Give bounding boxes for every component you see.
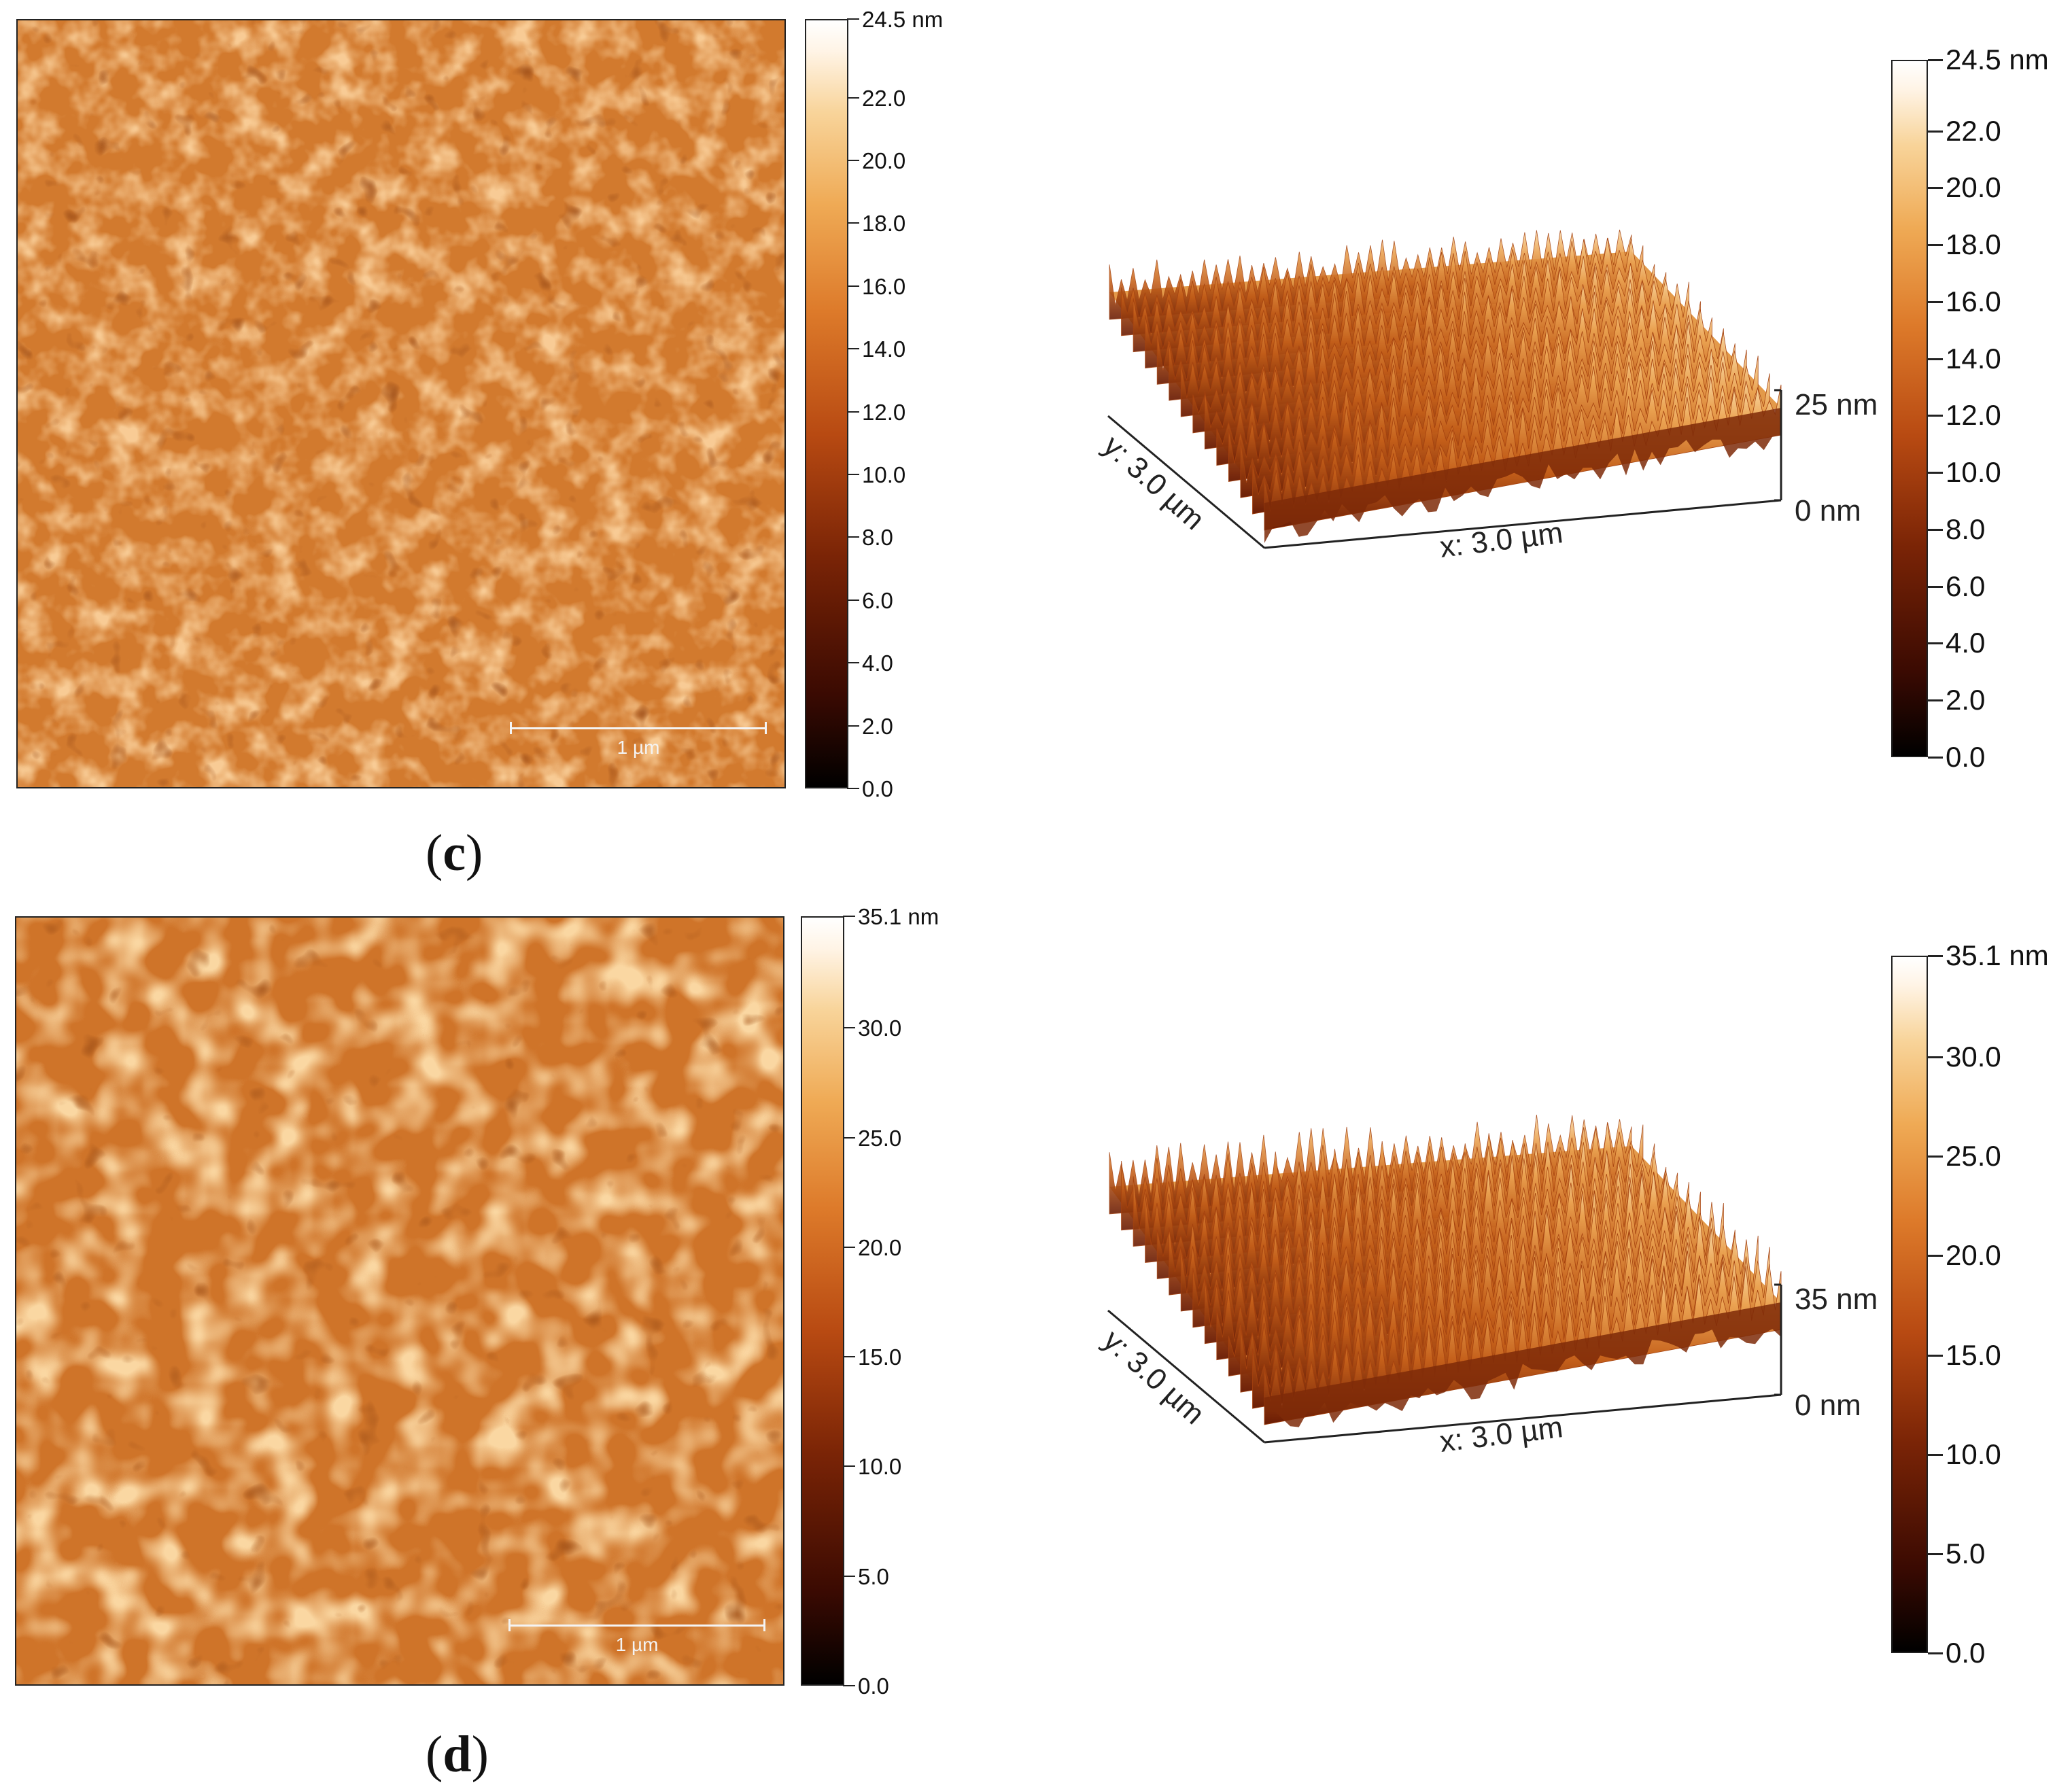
colorbar-tick-label: 22.0 <box>862 85 906 111</box>
x-axis-line <box>1264 1393 1782 1444</box>
colorbar-tick-label: 22.0 <box>1946 114 2001 147</box>
colorbar-tick-label: 12.0 <box>1946 399 2001 432</box>
colorbar-tick-label: 16.0 <box>862 273 906 299</box>
colorbar-tick-label: 4.0 <box>1946 627 1986 659</box>
colorbar-tick-label: 10.0 <box>1946 1438 2001 1470</box>
surface-3d-view: 35 nm 0 nm x: 3.0 µm y: 3.0 µm <box>1097 1114 1878 1493</box>
scale-bar: 1 µm <box>508 1619 765 1668</box>
colorbar-tick-label: 10.0 <box>1946 456 2001 489</box>
colorbar-tick-label: 18.0 <box>1946 228 2001 261</box>
z-top-label: 35 nm <box>1795 1283 1878 1316</box>
colorbar-tick-label: 6.0 <box>1946 570 1986 602</box>
colorbar-2d <box>805 19 848 788</box>
colorbar-tick-label: 20.0 <box>862 147 906 173</box>
y-axis-label: y: 3.0 µm <box>1097 1323 1211 1431</box>
afm-height-map: 1 µm <box>15 916 784 1686</box>
colorbar-2d-ticks: 35.1 nm 30.0 25.0 20.0 15.0 10.0 5.0 0.0 <box>843 904 979 1699</box>
x-axis-label: x: 3.0 µm <box>1438 516 1564 564</box>
panel-c: 1 µm 24.5 nm 22.0 20.0 18.0 16.0 14.0 12.0 10.0… <box>0 0 2072 894</box>
colorbar-tick-label: 2.0 <box>862 713 893 739</box>
colorbar-tick-label: 15.0 <box>1946 1338 2001 1371</box>
surface-3d-view: 25 nm 0 nm x: 3.0 µm y: 3.0 µm <box>1097 229 1878 598</box>
colorbar-tick-label: 15.0 <box>858 1344 902 1370</box>
colorbar-tick-label: 35.1 nm <box>1946 939 2049 971</box>
colorbar-tick-label: 16.0 <box>1946 285 2001 317</box>
surface-peaks <box>1109 1114 1782 1427</box>
z-bottom-label: 0 nm <box>1795 494 1861 527</box>
y-axis-label: y: 3.0 µm <box>1097 429 1211 536</box>
colorbar-3d-ticks: 24.5 nm 22.0 20.0 18.0 16.0 14.0 12.0 10.0 8.0 6.… <box>1928 44 2071 773</box>
afm-height-map: 1 µm <box>16 19 786 788</box>
panel-d: 1 µm 35.1 nm 30.0 25.0 20.0 15.0 10.0 5.0 0.0 3… <box>0 894 2072 1789</box>
colorbar-tick-label: 6.0 <box>862 587 893 613</box>
surface-peaks <box>1109 229 1782 543</box>
colorbar-3d <box>1891 60 1928 757</box>
colorbar-tick-label: 24.5 nm <box>1946 44 2049 75</box>
colorbar-tick-label: 0.0 <box>1946 741 1986 773</box>
colorbar-tick-label: 20.0 <box>1946 1239 2001 1272</box>
colorbar-tick-label: 5.0 <box>858 1563 889 1589</box>
y-axis-line <box>1107 415 1265 549</box>
z-top-label: 25 nm <box>1795 388 1878 421</box>
scale-bar-label: 1 µm <box>617 737 660 758</box>
colorbar-tick-label: 14.0 <box>1946 342 2001 375</box>
colorbar-3d <box>1891 956 1928 1653</box>
z-bottom-label: 0 nm <box>1795 1389 1861 1422</box>
colorbar-tick-label: 0.0 <box>862 776 893 801</box>
panel-label: (c) <box>426 824 483 882</box>
colorbar-tick-label: 5.0 <box>1946 1537 1986 1569</box>
panel-label: (d) <box>426 1726 489 1783</box>
colorbar-tick-label: 20.0 <box>1946 171 2001 204</box>
colorbar-2d-ticks: 24.5 nm 22.0 20.0 18.0 16.0 14.0 12.0 10.0 8.0 6.… <box>847 7 983 801</box>
colorbar-tick-label: 20.0 <box>858 1234 902 1260</box>
colorbar-tick-label: 18.0 <box>862 211 906 237</box>
colorbar-tick-label: 30.0 <box>858 1015 902 1041</box>
colorbar-tick-label: 14.0 <box>862 336 906 362</box>
colorbar-tick-label: 2.0 <box>1946 684 1986 716</box>
colorbar-tick-label: 10.0 <box>858 1454 902 1480</box>
colorbar-tick-label: 0.0 <box>858 1673 889 1699</box>
colorbar-tick-label: 12.0 <box>862 399 906 425</box>
colorbar-3d-ticks: 35.1 nm 30.0 25.0 20.0 15.0 10.0 5.0 0.0 <box>1928 939 2071 1669</box>
scale-bar-label: 1 µm <box>615 1634 659 1655</box>
colorbar-tick-label: 30.0 <box>1946 1041 2001 1073</box>
x-axis-line <box>1264 499 1782 549</box>
colorbar-tick-label: 4.0 <box>862 650 893 676</box>
colorbar-tick-label: 35.1 nm <box>858 904 939 929</box>
colorbar-tick-label: 8.0 <box>1946 513 1986 545</box>
colorbar-tick-label: 25.0 <box>1946 1140 2001 1173</box>
scale-bar: 1 µm <box>510 722 767 771</box>
colorbar-tick-label: 8.0 <box>862 525 893 551</box>
colorbar-tick-label: 10.0 <box>862 462 906 487</box>
colorbar-tick-label: 25.0 <box>858 1125 902 1151</box>
x-axis-label: x: 3.0 µm <box>1438 1410 1564 1459</box>
colorbar-tick-label: 0.0 <box>1946 1637 1986 1669</box>
colorbar-tick-label: 24.5 nm <box>862 7 944 32</box>
y-axis-line <box>1107 1309 1265 1444</box>
colorbar-2d <box>801 916 844 1686</box>
